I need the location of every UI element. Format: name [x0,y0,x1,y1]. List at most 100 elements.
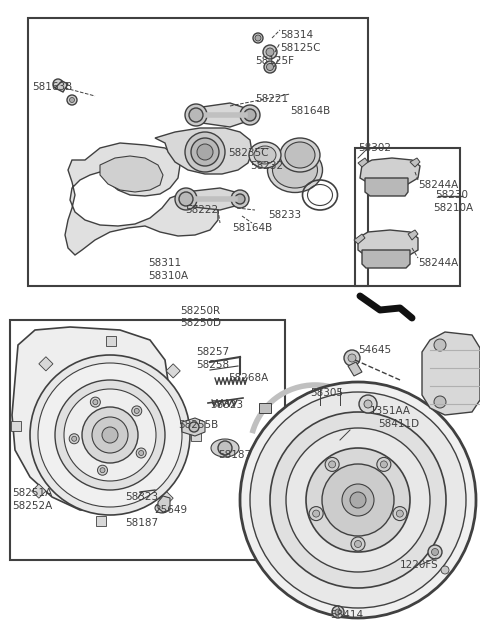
Circle shape [359,395,377,413]
Circle shape [286,428,430,572]
Circle shape [92,417,128,453]
Text: 54645: 54645 [358,345,391,355]
Polygon shape [354,234,365,244]
Polygon shape [381,495,393,505]
Circle shape [312,510,320,517]
Circle shape [185,104,207,126]
Circle shape [396,510,403,517]
Circle shape [263,45,277,59]
Circle shape [197,144,213,160]
Ellipse shape [273,152,317,188]
Ellipse shape [285,142,315,168]
Circle shape [30,355,190,515]
Circle shape [329,461,336,468]
Text: 58268A: 58268A [228,373,268,383]
Text: 58251A: 58251A [12,488,52,498]
Circle shape [55,380,165,490]
Circle shape [136,448,146,458]
Polygon shape [422,332,480,415]
Polygon shape [348,362,362,376]
Circle shape [322,464,394,536]
Text: 58314: 58314 [280,30,313,40]
Polygon shape [55,81,68,92]
Polygon shape [182,418,205,436]
Circle shape [342,484,374,516]
Polygon shape [185,188,235,210]
Text: 58305: 58305 [310,388,343,398]
Polygon shape [65,143,218,255]
Bar [32,484,46,498]
Text: 58125C: 58125C [280,43,321,53]
Ellipse shape [267,148,323,193]
Circle shape [325,457,339,472]
Polygon shape [362,250,410,268]
Text: 58164B: 58164B [232,223,272,233]
Circle shape [134,408,139,413]
Circle shape [253,33,263,43]
Polygon shape [365,178,408,196]
Circle shape [309,507,323,521]
Text: 58250D: 58250D [180,318,221,328]
Text: 58244A: 58244A [418,258,458,268]
Polygon shape [259,403,271,413]
Circle shape [380,461,387,468]
Text: 58210A: 58210A [433,203,473,213]
Text: 58250R: 58250R [180,306,220,316]
Circle shape [240,382,476,618]
Bar [166,364,180,378]
Polygon shape [408,230,418,240]
Circle shape [100,468,105,473]
Circle shape [255,35,261,41]
Circle shape [179,192,193,206]
Bar [106,336,116,346]
Text: 58310A: 58310A [148,271,188,281]
Circle shape [344,350,360,366]
Text: 58323: 58323 [210,400,243,410]
Polygon shape [410,158,420,167]
Bar [10,320,285,560]
Circle shape [266,48,274,56]
Polygon shape [100,156,163,192]
Text: 58187: 58187 [218,450,251,460]
Circle shape [191,138,219,166]
Circle shape [266,63,274,70]
Circle shape [82,407,138,463]
Circle shape [97,465,108,476]
Text: 58187: 58187 [125,518,158,528]
Text: 58411D: 58411D [378,419,419,429]
Circle shape [355,541,361,548]
Text: 1220FS: 1220FS [400,560,439,570]
Circle shape [72,436,77,441]
Circle shape [102,427,118,443]
Circle shape [132,406,142,416]
Text: 58221: 58221 [255,94,288,104]
Circle shape [231,190,249,208]
Ellipse shape [211,439,239,457]
Circle shape [441,566,449,574]
Circle shape [428,545,442,559]
Circle shape [244,109,256,121]
Circle shape [264,61,276,73]
Text: 58302: 58302 [358,143,391,153]
Text: 58258: 58258 [196,360,229,370]
Text: 58257: 58257 [196,347,229,357]
Text: 58232: 58232 [250,161,283,171]
Polygon shape [358,158,368,167]
Polygon shape [155,128,252,174]
Circle shape [270,412,446,588]
Circle shape [434,339,446,351]
Circle shape [350,492,366,508]
Circle shape [189,108,203,122]
Circle shape [351,537,365,551]
Text: 58235C: 58235C [228,148,268,158]
Ellipse shape [254,146,276,164]
Text: 58255B: 58255B [178,420,218,430]
Bar [191,431,201,441]
Text: 58311: 58311 [148,258,181,268]
Circle shape [189,422,199,432]
Circle shape [348,354,356,362]
Text: 58414: 58414 [330,610,363,620]
Polygon shape [195,103,245,127]
Ellipse shape [155,503,169,513]
Circle shape [364,400,372,408]
